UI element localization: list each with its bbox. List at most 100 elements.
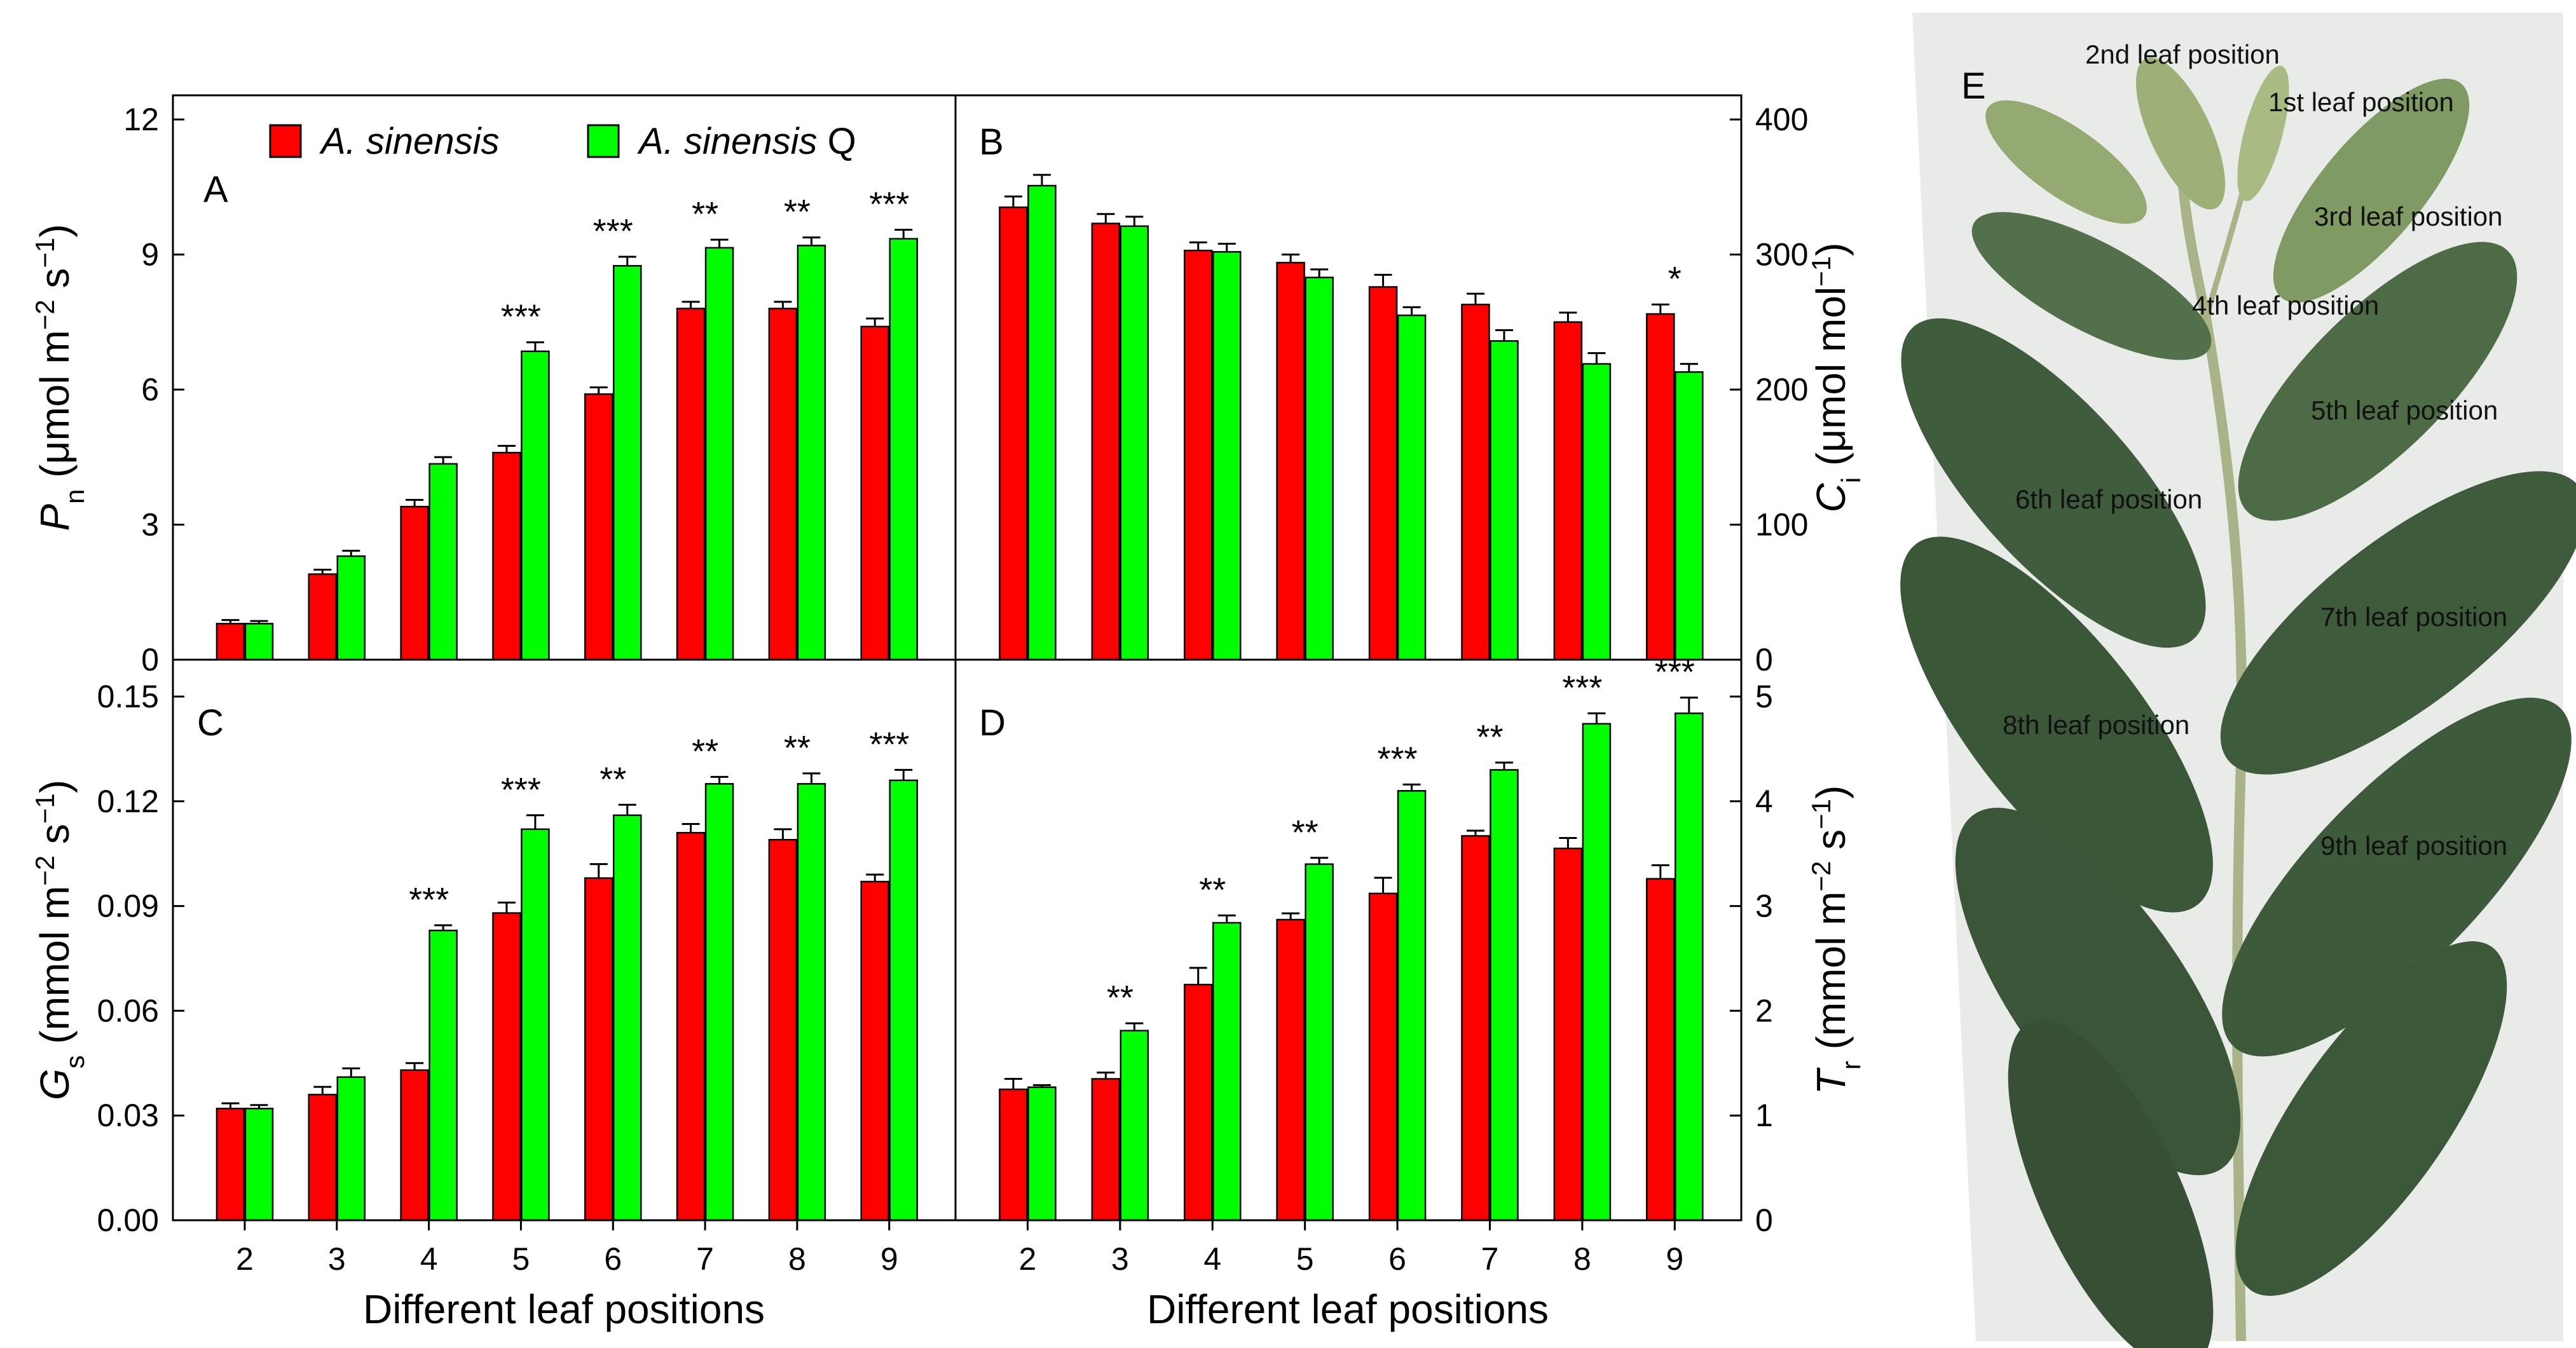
ytick-label-B-1: 100 (1755, 507, 1808, 543)
xtick-label-D-4: 4 (1203, 1241, 1221, 1277)
y-axis-label-part-D-0: T (1808, 1067, 1854, 1094)
bar-A-s1-9 (860, 325, 889, 661)
xtick-label-C-9: 9 (880, 1241, 898, 1277)
leaf-label-1st: 1st leaf position (2268, 87, 2454, 117)
bar-C-s1-5 (492, 912, 521, 1222)
y-axis-label-part-D-6: ) (1808, 786, 1854, 799)
bar-B-s2-8 (1582, 363, 1612, 661)
bar-C-s1-3 (308, 1093, 338, 1222)
bar-B-s2-4 (1212, 251, 1242, 661)
ytick-label-A-2: 6 (141, 372, 159, 407)
leaf-1b (1985, 100, 2147, 224)
panel-letter-E: E (1961, 65, 1986, 107)
y-axis-label-part-D-1: r (1836, 1061, 1866, 1070)
xtick-label-D-7: 7 (1481, 1241, 1499, 1277)
bar-A-s2-5 (521, 350, 550, 661)
bar-A-s1-8 (768, 308, 798, 661)
xtick-label-C-3: 3 (328, 1241, 346, 1277)
leaf-10 (1955, 807, 2241, 1176)
bar-B-s1-2 (999, 206, 1028, 661)
y-axis-label-A: Pn (μmol m−2 s−1) (30, 224, 90, 531)
leaf-4 (1971, 212, 2212, 360)
leaf-7 (2220, 471, 2576, 775)
y-axis-label-part-A-4: s (32, 268, 78, 300)
ytick-label-B-0: 0 (1755, 642, 1773, 677)
frame-A (172, 94, 957, 661)
significance-D-3: ** (1107, 979, 1134, 1017)
bar-B-s2-9 (1675, 371, 1704, 661)
leaf-label-9th: 9th leaf position (2320, 831, 2507, 861)
ytick-label-C-4: 0.12 (97, 784, 159, 819)
bar-D-s2-4 (1212, 922, 1242, 1222)
bar-D-s2-3 (1120, 1030, 1149, 1222)
leaves (1900, 57, 2576, 1348)
ytick-label-B-4: 400 (1755, 102, 1808, 137)
frame-C (172, 658, 957, 1222)
y-axis-label-part-C-5: −1 (30, 793, 60, 824)
leaf-label-7th: 7th leaf position (2320, 602, 2507, 632)
x-axis-label-left: Different leaf positions (363, 1286, 765, 1332)
ytick-label-D-3: 3 (1755, 888, 1773, 924)
significance-B-9: * (1668, 260, 1682, 298)
leaf-12 (2008, 1019, 2214, 1348)
xtick-label-C-2: 2 (236, 1241, 254, 1277)
ytick-label-C-0: 0.00 (97, 1202, 159, 1238)
bar-C-s1-6 (584, 877, 613, 1222)
y-axis-label-part-A-3: −2 (30, 299, 60, 330)
panel-letter-D: D (979, 702, 1006, 744)
y-axis-label-part-C-4: s (32, 824, 78, 855)
y-axis-label-part-B-1: i (1836, 477, 1866, 483)
leaf-2 (2135, 57, 2226, 210)
bar-A-s2-7 (704, 247, 734, 661)
y-axis-label-part-D-4: s (1808, 829, 1854, 861)
leaf-6 (1901, 318, 2206, 648)
bar-D-s2-2 (1027, 1086, 1057, 1222)
bar-A-s2-4 (428, 463, 458, 661)
bar-B-s1-7 (1461, 303, 1490, 661)
y-axis-label-part-C-0: G (32, 1068, 78, 1100)
bar-A-s1-3 (308, 573, 338, 661)
bar-B-s1-4 (1183, 249, 1213, 661)
panel-B: * 0 100 200 300 400 B Ci (μmol mol−1) (954, 94, 1866, 677)
bar-B-s1-3 (1091, 222, 1121, 661)
bar-D-s2-9 (1675, 712, 1704, 1222)
xtick-label-C-4: 4 (420, 1241, 438, 1277)
bar-C-s2-4 (428, 929, 458, 1222)
bar-A-s2-2 (244, 623, 274, 661)
xtick-label-D-8: 8 (1573, 1241, 1591, 1277)
ytick-label-D-5: 5 (1755, 679, 1773, 714)
bar-C-s2-9 (889, 779, 918, 1222)
x-axis-label-right: Different leaf positions (1147, 1286, 1549, 1332)
leaf-photo: E 2nd leaf position 1st leaf position 3r… (1900, 13, 2576, 1348)
significance-D-7: ** (1476, 718, 1503, 756)
ytick-label-C-3: 0.09 (97, 888, 159, 924)
y-axis-label-part-A-0: P (32, 504, 78, 531)
bar-C-s2-2 (244, 1107, 274, 1222)
bar-A-s1-4 (400, 505, 429, 661)
panel-C: ****** **** ** ***0.000.030.060.090.120.152… (30, 658, 957, 1277)
y-axis-label-part-A-1: n (60, 489, 90, 504)
bar-C-s1-4 (400, 1069, 429, 1222)
significance-A-5: *** (501, 298, 541, 336)
significance-C-9: *** (869, 725, 909, 763)
ytick-label-B-2: 200 (1755, 372, 1808, 407)
xtick-label-C-6: 6 (604, 1241, 622, 1277)
xtick-label-C-7: 7 (696, 1241, 714, 1277)
panel-letter-C: C (197, 702, 224, 744)
bar-C-s2-7 (704, 783, 734, 1222)
bar-B-s1-6 (1368, 286, 1398, 661)
legend-swatch-series2 (587, 124, 620, 158)
ytick-label-C-2: 0.06 (97, 993, 159, 1028)
leaf-9 (2222, 697, 2572, 1057)
significance-D-6: *** (1378, 740, 1418, 778)
bar-A-s1-7 (676, 308, 706, 661)
y-axis-label-part-D-5: −1 (1806, 799, 1836, 829)
bar-B-s2-2 (1027, 184, 1057, 661)
bar-D-s1-2 (999, 1088, 1028, 1222)
significance-A-7: ** (692, 195, 718, 233)
bar-C-s2-6 (613, 814, 642, 1222)
bar-D-s1-6 (1368, 892, 1398, 1222)
bar-C-s1-9 (860, 880, 889, 1222)
leaf-label-6th: 6th leaf position (2015, 484, 2202, 514)
significance-D-8: *** (1562, 669, 1602, 707)
